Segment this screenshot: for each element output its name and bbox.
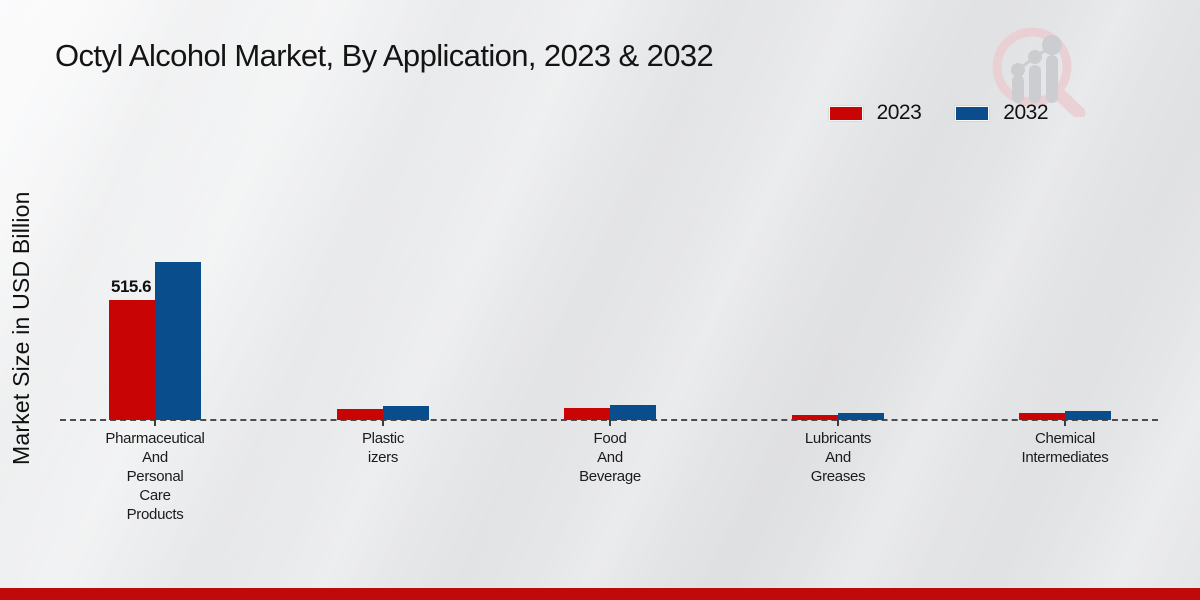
legend-label-2032: 2032 (1003, 101, 1048, 124)
x-axis-tick (382, 420, 384, 426)
bar-2023-2[interactable] (337, 409, 383, 420)
bar-2023-1[interactable] (109, 300, 155, 420)
bar-2023-3[interactable] (564, 408, 610, 420)
x-axis-tick (154, 420, 156, 426)
bar-value-label: 515.6 (111, 277, 152, 296)
x-axis-tick (837, 420, 839, 426)
bar-group (1019, 411, 1111, 420)
legend-swatch-2032 (955, 105, 990, 121)
bar-group (109, 262, 201, 420)
legend: 2023 2032 (828, 101, 1048, 125)
category-label: Food And Beverage (579, 430, 641, 485)
chart-title: Octyl Alcohol Market, By Application, 20… (55, 38, 714, 73)
magnifier-bar-chart-logo-icon (984, 25, 1088, 122)
x-axis-tick (1064, 420, 1066, 426)
category-label: Lubricants And Greases (804, 430, 872, 485)
x-axis-tick (609, 420, 611, 426)
bar-2032-1[interactable] (155, 262, 201, 420)
plot-area: Pharmaceutical And Personal Care Products Pla… (60, 80, 1158, 523)
legend-swatch-2023 (828, 105, 863, 121)
footer-red-band (0, 588, 1200, 600)
legend-label-2023: 2023 (876, 101, 922, 124)
legend-item-2023[interactable]: 2023 (828, 101, 922, 125)
bar-2032-4[interactable] (838, 413, 884, 420)
bar-2032-2[interactable] (383, 406, 429, 420)
category-label: Pharmaceutical And Personal Care Products (105, 430, 205, 523)
bar-2023-4[interactable] (792, 415, 838, 420)
category-label: Chemical Intermediates (1021, 430, 1109, 466)
y-axis-label: Market Size in USD Billion (8, 191, 34, 465)
bar-2032-5[interactable] (1065, 411, 1111, 420)
bar-group (792, 413, 884, 420)
bar-group (564, 405, 656, 420)
category-label: Plastic izers (361, 430, 405, 466)
bar-2023-5[interactable] (1019, 413, 1065, 420)
bar-group (337, 406, 429, 420)
legend-item-2032[interactable]: 2032 (955, 101, 1048, 125)
bar-2032-3[interactable] (610, 405, 656, 420)
